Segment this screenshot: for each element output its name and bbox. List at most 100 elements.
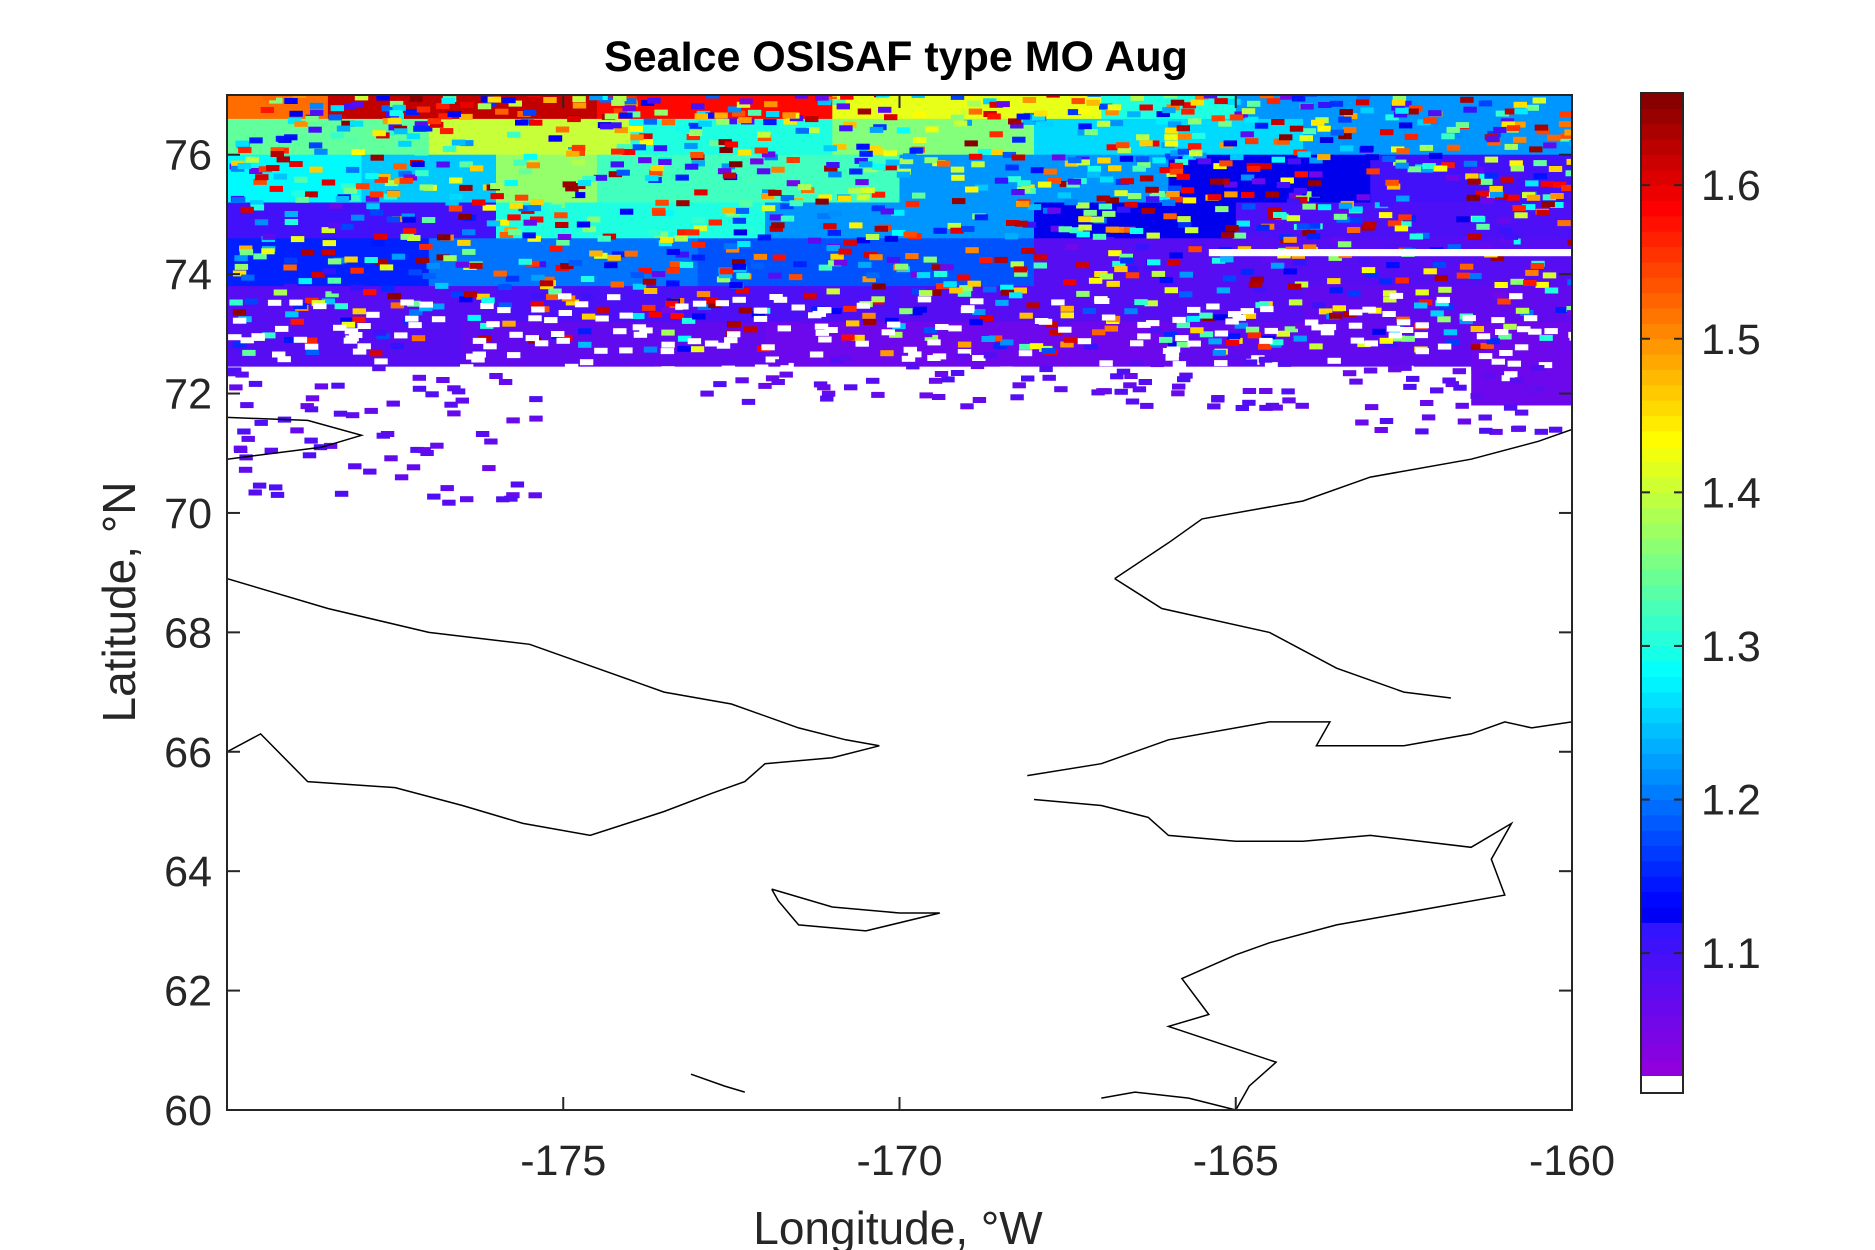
missing-cell	[724, 337, 738, 344]
speckle-cell	[643, 118, 657, 125]
speckle-cell	[321, 249, 336, 256]
missing-cell	[544, 317, 558, 324]
speckle-cell	[1067, 178, 1082, 185]
speckle-cell	[649, 170, 663, 177]
speckle-cell	[1289, 125, 1304, 132]
speckle-cell	[771, 222, 785, 229]
speckle-cell	[817, 213, 831, 219]
speckle-cell	[828, 171, 842, 178]
speckle-cell	[611, 251, 626, 258]
missing-cell	[824, 327, 838, 333]
speckle-cell	[675, 251, 689, 258]
speckle-cell	[399, 177, 413, 184]
edge-fragment	[871, 391, 885, 398]
speckle-cell	[365, 195, 380, 202]
speckle-cell	[1504, 233, 1518, 240]
speckle-cell	[918, 290, 933, 297]
edge-fragment	[1125, 398, 1140, 405]
speckle-cell	[509, 202, 523, 209]
speckle-cell	[374, 233, 388, 240]
speckle-cell	[736, 101, 751, 108]
edge-fragment	[455, 397, 469, 404]
speckle-cell	[1361, 267, 1376, 274]
colorbar-band	[1641, 692, 1683, 708]
speckle-cell	[305, 349, 320, 355]
speckle-cell	[386, 216, 401, 223]
speckle-cell	[705, 112, 719, 119]
edge-fragment	[1482, 372, 1496, 379]
speckle-cell	[652, 209, 666, 216]
y-tick-label: 72	[164, 371, 212, 419]
speckle-cell	[899, 158, 914, 165]
speckle-cell	[481, 297, 495, 304]
speckle-cell	[1489, 185, 1503, 192]
speckle-cell	[310, 109, 324, 116]
speckle-cell	[1047, 207, 1061, 214]
missing-cell	[558, 293, 572, 300]
speckle-cell	[1173, 299, 1188, 306]
speckle-cell	[1211, 257, 1226, 264]
missing-cell	[687, 338, 702, 345]
edge-fragment	[376, 432, 390, 439]
speckle-cell	[284, 211, 298, 217]
speckle-cell	[1105, 109, 1119, 116]
speckle-cell	[1398, 214, 1412, 221]
speckle-cell	[1329, 100, 1344, 107]
speckle-cell	[650, 165, 665, 172]
speckle-cell	[1319, 95, 1334, 98]
speckle-cell	[677, 229, 691, 236]
speckle-cell	[411, 161, 425, 167]
speckle-cell	[931, 264, 946, 271]
edge-fragment	[528, 492, 542, 499]
speckle-cell	[828, 308, 842, 315]
speckle-cell	[833, 259, 848, 266]
speckle-cell	[340, 223, 354, 230]
speckle-cell	[482, 204, 496, 211]
colorbar-band	[1641, 891, 1683, 908]
speckle-cell	[344, 256, 358, 263]
speckle-cell	[1127, 111, 1141, 118]
speckle-cell	[523, 219, 537, 226]
speckle-cell	[622, 105, 636, 112]
speckle-cell	[411, 335, 426, 342]
speckle-cell	[950, 114, 965, 121]
speckle-cell	[669, 261, 684, 267]
speckle-cell	[1396, 148, 1410, 155]
speckle-cell	[1478, 100, 1493, 107]
edge-fragment	[956, 353, 970, 360]
speckle-cell	[885, 317, 899, 324]
speckle-cell	[1099, 103, 1113, 110]
missing-cell	[1034, 318, 1049, 324]
edge-fragment	[241, 435, 255, 442]
edge-fragment	[1140, 402, 1154, 409]
speckle-cell	[1000, 289, 1015, 296]
speckle-cell	[1393, 159, 1407, 166]
speckle-cell	[341, 120, 355, 127]
missing-cell	[574, 301, 589, 308]
speckle-cell	[1270, 339, 1284, 346]
edge-fragment	[919, 392, 933, 399]
speckle-cell	[571, 144, 586, 151]
colorbar-band	[1641, 338, 1683, 355]
speckle-cell	[843, 121, 857, 128]
speckle-cell	[340, 183, 355, 190]
speckle-cell	[753, 253, 768, 260]
speckle-cell	[1302, 128, 1316, 135]
speckle-cell	[851, 334, 865, 341]
speckle-cell	[1302, 203, 1316, 210]
speckle-cell	[1050, 225, 1064, 232]
speckle-cell	[1125, 272, 1140, 279]
colorbar-band	[1641, 845, 1683, 862]
speckle-cell	[1122, 226, 1136, 233]
speckle-cell	[343, 187, 358, 194]
speckle-cell	[402, 228, 417, 235]
edge-fragment	[406, 464, 421, 471]
speckle-cell	[1348, 217, 1363, 224]
speckle-cell	[732, 217, 747, 224]
speckle-cell	[253, 178, 267, 185]
speckle-cell	[270, 151, 284, 157]
speckle-cell	[308, 142, 323, 149]
speckle-cell	[1064, 199, 1078, 206]
speckle-cell	[1496, 217, 1511, 224]
speckle-cell	[1533, 173, 1547, 180]
